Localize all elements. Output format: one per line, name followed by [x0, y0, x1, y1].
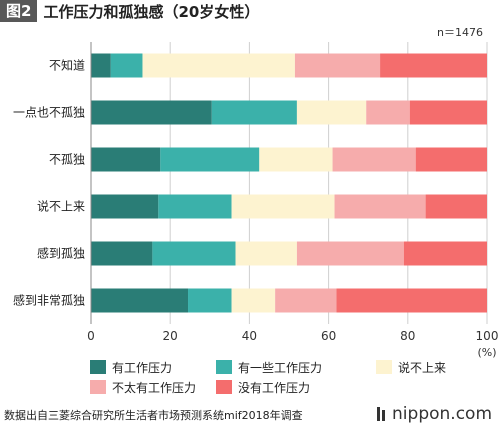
- chart-title: 工作压力和孤独感（20岁女性）: [43, 2, 260, 21]
- x-tick-label-100: 100: [476, 329, 499, 343]
- bar-segment: [380, 53, 487, 78]
- bar-segment: [110, 53, 143, 78]
- bar-segment: [158, 194, 232, 219]
- bar-segment: [294, 53, 381, 78]
- category-label: 不孤独: [49, 153, 85, 167]
- category-label: 感到非常孤独: [13, 293, 85, 308]
- bar-segment: [259, 147, 333, 172]
- legend-label-4: 不太有工作压力: [112, 380, 197, 395]
- bar-segment: [366, 100, 410, 125]
- category-label: 感到孤独: [37, 246, 85, 261]
- bar-segment: [91, 194, 159, 219]
- category-label: 一点也不孤独: [13, 106, 85, 120]
- bar-segment: [152, 241, 236, 266]
- x-tick-label-0: 0: [87, 329, 95, 343]
- legend-row-2: 不太有工作压力 没有工作压力: [90, 377, 490, 397]
- bar-segment: [91, 288, 189, 313]
- bar-segment: [142, 53, 295, 78]
- x-tick-label-20: 20: [163, 329, 178, 343]
- legend-row-1: 有工作压力 有一些工作压力 说不上来: [90, 357, 490, 377]
- bar-segment: [425, 194, 487, 219]
- legend-swatch-4: [90, 380, 106, 394]
- legend-swatch-1: [90, 360, 106, 374]
- logo-mark-icon: [377, 407, 386, 421]
- x-tick-label-40: 40: [242, 329, 257, 343]
- legend-item-4: 不太有工作压力: [90, 379, 216, 396]
- bar-segment: [296, 100, 367, 125]
- legend-item-2: 有一些工作压力: [216, 359, 376, 376]
- x-tick-label-60: 60: [321, 329, 336, 343]
- legend-label-2: 有一些工作压力: [238, 360, 323, 375]
- x-unit-label: (%): [477, 346, 496, 359]
- logo-text: nippon.com: [392, 404, 492, 424]
- legend-label-1: 有工作压力: [112, 360, 173, 375]
- bar-segment: [91, 147, 161, 172]
- legend-swatch-5: [216, 380, 232, 394]
- page-title: 图2 工作压力和孤独感（20岁女性）: [0, 0, 259, 22]
- legend-label-5: 没有工作压力: [238, 380, 311, 395]
- legend-swatch-3: [376, 360, 392, 374]
- bar-segment: [403, 241, 487, 266]
- figure-label: 图2: [0, 0, 38, 22]
- bar-segment: [91, 241, 153, 266]
- nippon-logo: nippon.com: [377, 404, 492, 424]
- bar-segment: [231, 288, 276, 313]
- bar-segment: [235, 241, 297, 266]
- bar-segment: [211, 100, 297, 125]
- bar-segment: [91, 100, 212, 125]
- category-label: 说不上来: [37, 199, 85, 214]
- bar-segment: [188, 288, 232, 313]
- source-note: 数据出自三菱综合研究所生活者市场预测系统mif2018年调查: [4, 409, 303, 422]
- category-label: 不知道: [49, 59, 85, 73]
- bar-segment: [275, 288, 337, 313]
- bar-segment: [160, 147, 260, 172]
- bar-segment: [409, 100, 487, 125]
- chart-legend: 有工作压力 有一些工作压力 说不上来 不太有工作压力 没有工作压力: [90, 357, 490, 397]
- legend-item-5: 没有工作压力: [216, 379, 310, 396]
- bar-segment: [231, 194, 335, 219]
- bar-segment: [91, 53, 111, 78]
- x-tick-label-80: 80: [400, 329, 415, 343]
- sample-size: n＝1476: [437, 26, 483, 39]
- bar-segment: [332, 147, 416, 172]
- bar-segment: [415, 147, 487, 172]
- legend-swatch-2: [216, 360, 232, 374]
- legend-item-1: 有工作压力: [90, 359, 216, 376]
- bar-segment: [334, 194, 426, 219]
- bar-segment: [296, 241, 404, 266]
- legend-label-3: 说不上来: [398, 360, 447, 375]
- legend-item-3: 说不上来: [376, 359, 446, 376]
- bar-segment: [336, 288, 487, 313]
